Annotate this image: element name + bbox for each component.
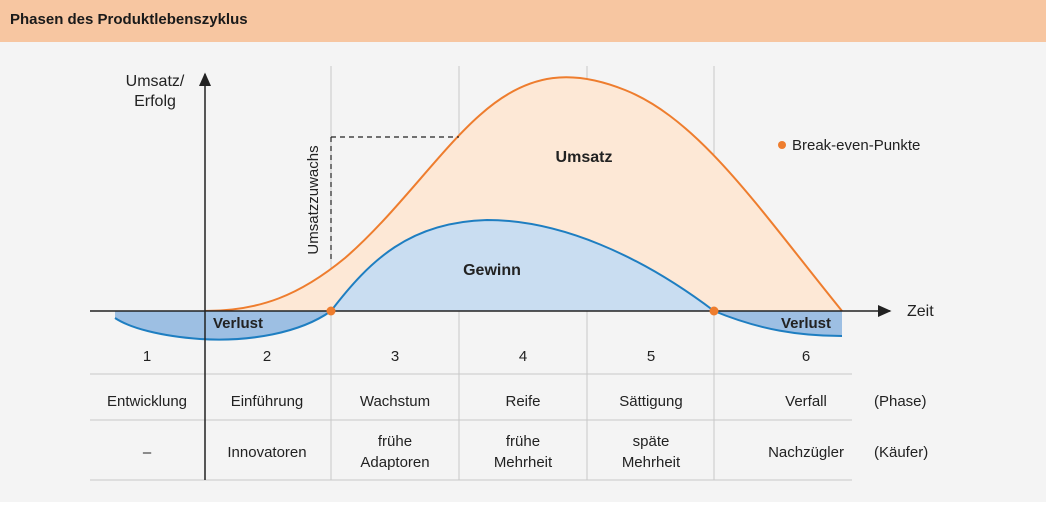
verlust-right-label: Verlust [781,315,831,332]
phase-number: 1 [143,348,151,365]
umsatz-curve [204,76,843,312]
phase-name: Einführung [231,393,304,410]
phase-number: 5 [647,348,655,365]
verlust-area-right [714,311,842,336]
phase-name: Sättigung [619,393,682,410]
phase-name: Verfall [785,393,827,410]
buyer-group: – [143,444,152,461]
buyer-group: Mehrheit [622,454,681,471]
verlust-left-label: Verlust [213,315,263,332]
break-even-legend-icon [778,141,786,149]
umsatz-area [205,77,842,311]
buyer-group: Mehrheit [494,454,553,471]
phase-name: Wachstum [360,393,430,410]
gewinn-area [331,220,714,311]
x-axis-label: Zeit [907,303,934,320]
buyer-row-label: (Käufer) [874,444,928,461]
figure-title: Phasen des Produktlebenszyklus [10,11,248,28]
break-even-legend-label: Break-even-Punkte [792,137,920,154]
phase-number: 4 [519,348,527,365]
y-axis-label-line2: Erfolg [134,93,176,110]
figure-header: Phasen des Produktlebenszyklus [0,0,1046,42]
phase-name: Reife [505,393,540,410]
umsatzzuwachs-bracket [330,136,459,262]
buyer-group: späte [633,433,670,450]
break-even-point [709,306,719,316]
buyer-group: Nachzügler [768,444,844,461]
y-axis-label-line1: Umsatz/ [126,73,185,90]
buyer-group: frühe [506,433,540,450]
phase-table: 1 2 3 4 5 6 Entwicklung Einführung Wachstum Reife… [107,348,928,471]
phase-number: 2 [263,348,271,365]
buyer-group: Adaptoren [360,454,429,471]
phase-number: 3 [391,348,399,365]
phase-row-label: (Phase) [874,393,927,410]
umsatzzuwachs-label: Umsatzzuwachs [305,145,322,254]
break-even-point [326,306,336,316]
buyer-group: frühe [378,433,412,450]
phase-number: 6 [802,348,810,365]
gewinn-curve [114,218,843,341]
gewinn-label: Gewinn [463,262,521,279]
phase-name: Entwicklung [107,393,187,410]
buyer-group: Innovatoren [227,444,306,461]
umsatz-label: Umsatz [556,149,613,166]
